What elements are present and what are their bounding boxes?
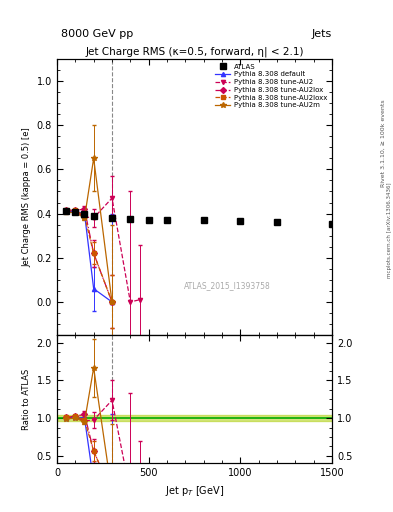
Bar [57, 415, 332, 421]
Y-axis label: Ratio to ATLAS: Ratio to ATLAS [22, 369, 31, 430]
Text: 8000 GeV pp: 8000 GeV pp [61, 29, 133, 39]
Legend: ATLAS, Pythia 8.308 default, Pythia 8.308 tune-AU2, Pythia 8.308 tune-AU2lox, Py: ATLAS, Pythia 8.308 default, Pythia 8.30… [214, 62, 329, 110]
Y-axis label: Jet Charge RMS (kappa = 0.5) [e]: Jet Charge RMS (kappa = 0.5) [e] [22, 127, 31, 267]
Text: Rivet 3.1.10, ≥ 100k events: Rivet 3.1.10, ≥ 100k events [381, 99, 386, 187]
Text: ATLAS_2015_I1393758: ATLAS_2015_I1393758 [184, 281, 271, 290]
Title: Jet Charge RMS (κ=0.5, forward, η| < 2.1): Jet Charge RMS (κ=0.5, forward, η| < 2.1… [85, 47, 304, 57]
X-axis label: Jet p$_T$ [GeV]: Jet p$_T$ [GeV] [165, 484, 224, 498]
Text: Jets: Jets [311, 29, 331, 39]
Text: mcplots.cern.ch [arXiv:1306.3436]: mcplots.cern.ch [arXiv:1306.3436] [387, 183, 391, 278]
